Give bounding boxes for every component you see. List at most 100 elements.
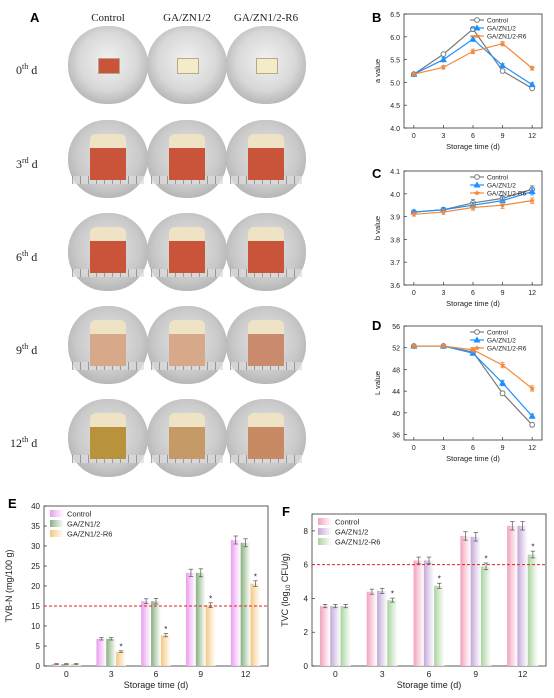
photo-row-label: 3rd d	[16, 156, 38, 172]
y-tick-label: 5.5	[390, 58, 400, 65]
sample-block	[169, 134, 205, 180]
photo-column-header: Control	[91, 12, 125, 24]
series-2	[410, 342, 536, 392]
x-tick-label: 0	[412, 133, 416, 140]
data-point	[469, 346, 477, 353]
bar	[195, 572, 206, 666]
photo-row-label: 12th d	[10, 435, 37, 451]
data-point	[440, 208, 447, 215]
legend-label: GA/ZN1/2-R6	[335, 538, 380, 547]
day-number: 3	[16, 157, 22, 171]
x-tick-label: 0	[64, 669, 69, 679]
y-tick-label: 40	[392, 411, 400, 418]
data-point	[473, 344, 481, 351]
sample-photo	[226, 213, 306, 291]
x-tick-label: 12	[528, 290, 536, 297]
data-point	[529, 421, 536, 428]
legend-label: GA/ZN1/2	[67, 520, 100, 529]
legend-swatch	[318, 538, 332, 545]
y-tick-label: 52	[392, 346, 400, 353]
day-number: 0	[16, 63, 22, 77]
sample-fat-layer	[248, 320, 284, 334]
y-tick-label: 56	[392, 324, 400, 331]
data-point	[529, 197, 536, 204]
legend-label: Control	[487, 175, 509, 182]
legend-swatch	[318, 528, 332, 535]
ruler	[72, 269, 144, 277]
sample-meat-layer	[248, 148, 284, 180]
sample-meat-layer	[90, 241, 126, 273]
bar	[507, 525, 518, 666]
sample-block	[177, 58, 199, 74]
ruler	[72, 176, 144, 184]
day-unit: d	[28, 157, 38, 171]
sample-meat-layer	[248, 241, 284, 273]
sample-fat-layer	[90, 413, 126, 427]
sample-fat-layer	[169, 134, 205, 148]
sample-fat-layer	[169, 320, 205, 334]
photo-row-label: 9th d	[16, 342, 37, 358]
x-axis-label: Storage time (d)	[446, 454, 500, 463]
sample-block	[248, 227, 284, 273]
sample-photo	[147, 120, 227, 198]
bar	[377, 590, 388, 666]
sample-photo	[68, 213, 148, 291]
legend-swatch	[50, 510, 64, 517]
bar	[340, 606, 351, 666]
y-tick-label: 15	[31, 602, 40, 611]
y-axis-label-part: TVC (log	[280, 591, 290, 627]
sample-block	[90, 320, 126, 366]
sample-photo	[226, 306, 306, 384]
series-line	[413, 345, 533, 426]
data-point	[440, 51, 447, 58]
x-axis-label: Storage time (d)	[124, 680, 189, 690]
day-ordinal: rd	[22, 156, 29, 165]
legend-label: GA/ZN1/2	[487, 338, 516, 345]
y-tick-label: 48	[392, 367, 400, 374]
data-point	[499, 40, 506, 47]
significance-marker: *	[164, 625, 167, 634]
x-tick-label: 9	[473, 669, 478, 679]
bar	[366, 591, 378, 666]
bar	[460, 535, 471, 666]
y-tick-label: 6.0	[390, 35, 400, 42]
x-tick-label: 3	[380, 669, 385, 679]
y-tick-label: 20	[31, 582, 40, 591]
sample-block	[169, 413, 205, 459]
y-axis-label-part: CFU/g)	[280, 553, 290, 585]
data-point	[528, 81, 536, 88]
x-axis-label: Storage time (d)	[446, 299, 500, 308]
bar	[517, 525, 528, 666]
chart-b-a-value: 4.0 4.5 5.0 5.5 6.0 6.5 0 3 6 9 12 Storage time (d)…	[373, 12, 543, 151]
photo-column-header: GA/ZN1/2	[163, 12, 211, 24]
data-point	[440, 64, 447, 70]
y-tick-label: 10	[31, 622, 40, 631]
bar	[96, 638, 107, 666]
plot-frame	[403, 170, 543, 286]
y-axis-label: L value	[373, 371, 382, 395]
data-point	[474, 329, 480, 335]
sample-photo	[226, 120, 306, 198]
x-tick-label: 0	[412, 290, 416, 297]
data-point	[528, 412, 536, 419]
x-tick-label: 9	[501, 445, 505, 452]
ruler	[151, 269, 223, 277]
sample-fat-layer	[169, 227, 205, 241]
bar	[470, 536, 481, 666]
ruler	[230, 176, 302, 184]
legend-label: Control	[67, 510, 92, 519]
sample-fat-layer	[90, 227, 126, 241]
y-axis-label: a value	[373, 59, 382, 83]
significance-marker: *	[391, 590, 394, 599]
data-point	[499, 61, 507, 69]
bar	[186, 572, 196, 666]
x-tick-label: 6	[154, 669, 159, 679]
sample-meat-layer	[169, 334, 205, 366]
y-tick-label: 2	[304, 628, 309, 637]
legend-label: Control	[335, 518, 360, 527]
bar	[413, 560, 424, 666]
significance-marker: *	[254, 572, 257, 581]
plot-frame	[403, 325, 543, 441]
panel-label-f: F	[282, 504, 290, 519]
